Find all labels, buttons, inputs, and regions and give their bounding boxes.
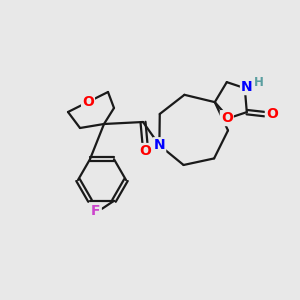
Text: N: N — [241, 80, 253, 94]
Text: O: O — [139, 144, 151, 158]
Text: N: N — [154, 138, 165, 152]
Text: H: H — [254, 76, 264, 88]
Text: F: F — [91, 204, 101, 218]
Text: O: O — [82, 95, 94, 109]
Text: O: O — [266, 107, 278, 121]
Text: O: O — [221, 111, 233, 125]
